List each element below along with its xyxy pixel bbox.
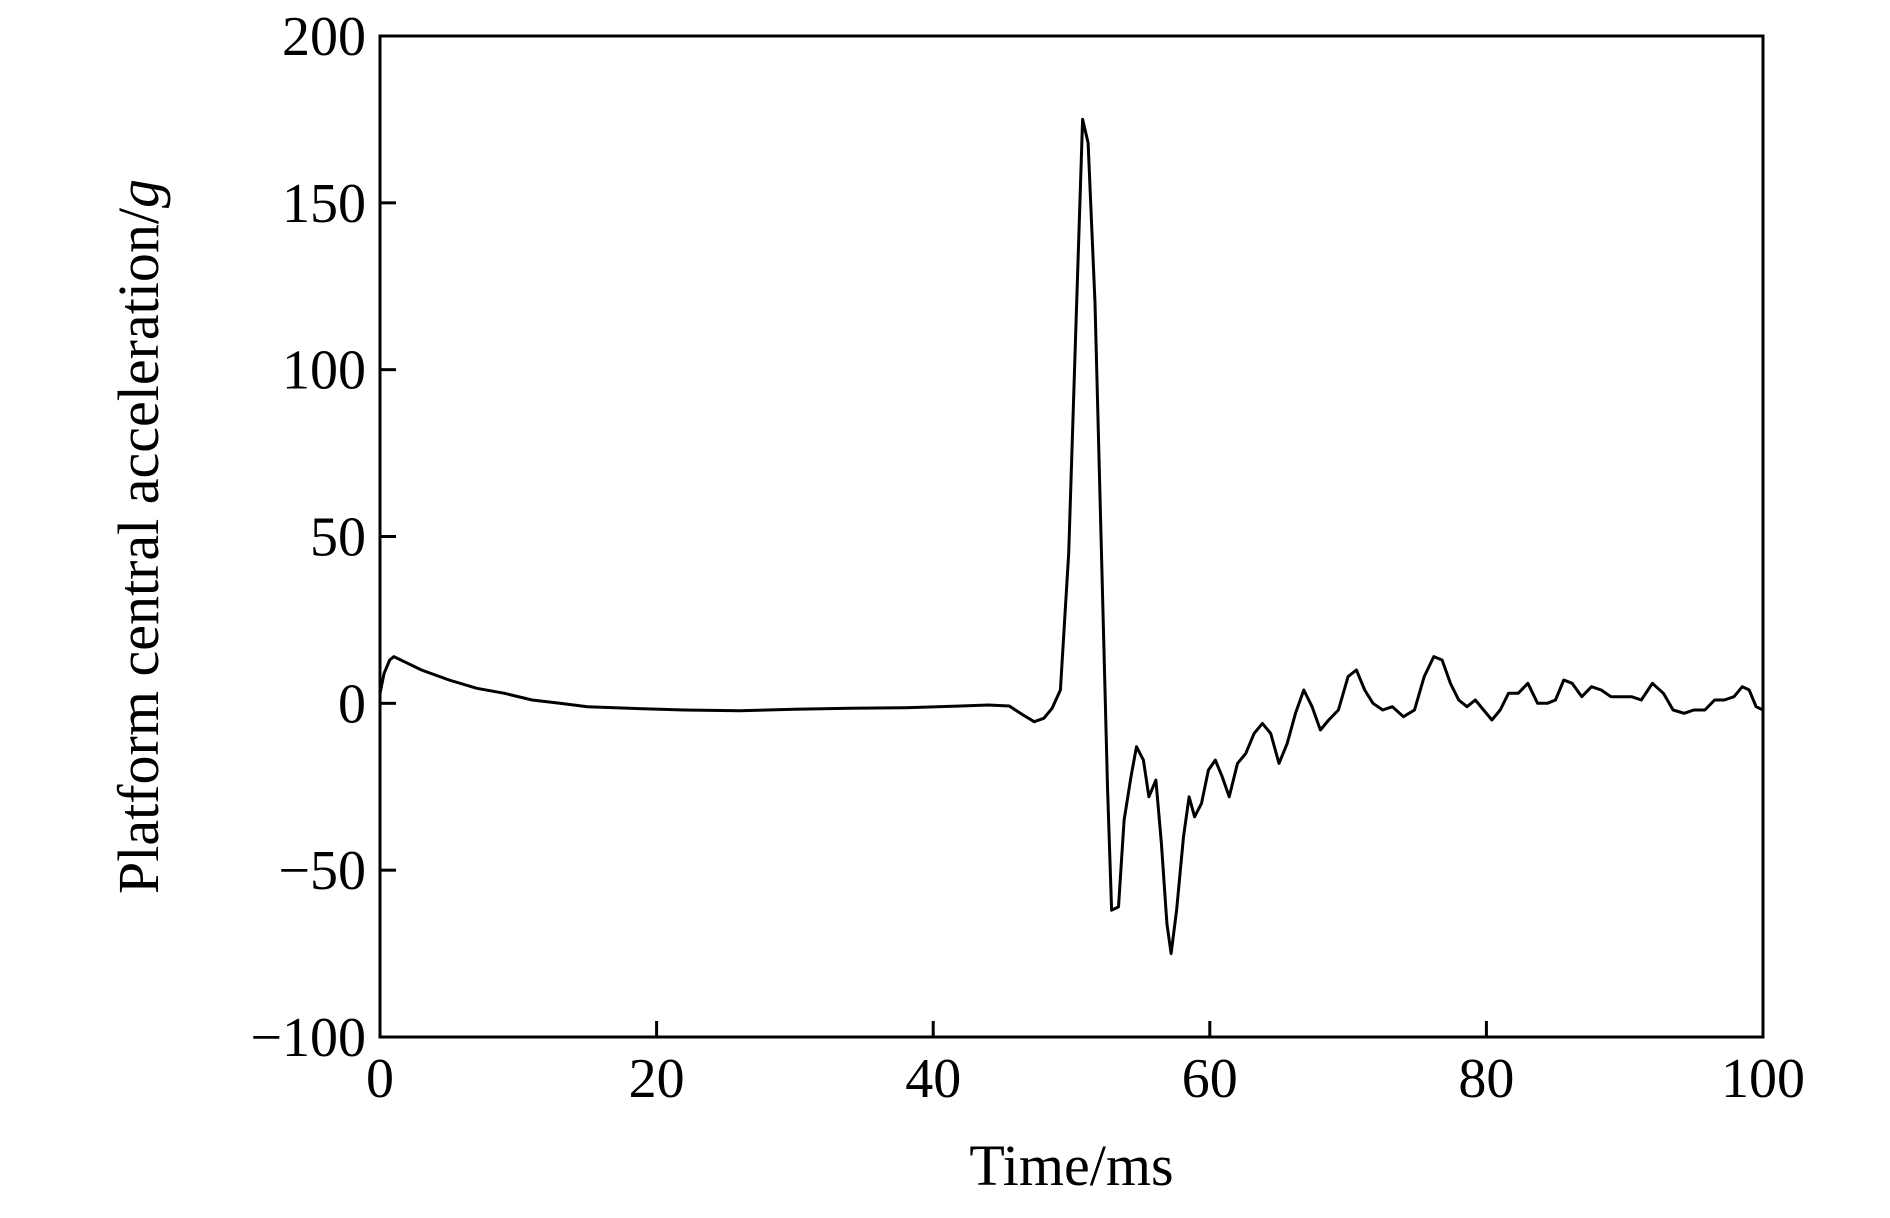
x-tick-label: 60 xyxy=(1182,1048,1238,1110)
ticks-layer xyxy=(378,34,1765,1039)
x-tick-label: 80 xyxy=(1458,1048,1514,1110)
x-tick-label: 0 xyxy=(366,1048,394,1110)
x-tick-label: 20 xyxy=(629,1048,685,1110)
y-tick-label: −100 xyxy=(250,1007,366,1069)
y-tick-label: 0 xyxy=(338,673,366,735)
y-tick-label: 50 xyxy=(310,507,366,569)
plot-frame xyxy=(378,34,1765,1039)
series-line xyxy=(378,117,1764,956)
x-tick-label: 40 xyxy=(905,1048,961,1110)
y-axis-title-unit: g xyxy=(106,179,171,208)
y-tick-label: 150 xyxy=(282,173,366,235)
labels-layer: 0 20 40 60 80 100 −100 −50 0 50 100 150 200 xyxy=(250,6,1805,1110)
y-axis-title: Platform central acceleration/g xyxy=(106,179,171,894)
x-axis-title: Time/ms xyxy=(969,1133,1173,1198)
y-axis-title-text: Platform central acceleration/ xyxy=(106,207,171,894)
series-layer xyxy=(378,117,1764,956)
x-tick-label: 100 xyxy=(1721,1048,1805,1110)
y-tick-label: 100 xyxy=(282,340,366,402)
y-tick-label: 200 xyxy=(282,6,366,68)
y-tick-label: −50 xyxy=(278,840,366,902)
